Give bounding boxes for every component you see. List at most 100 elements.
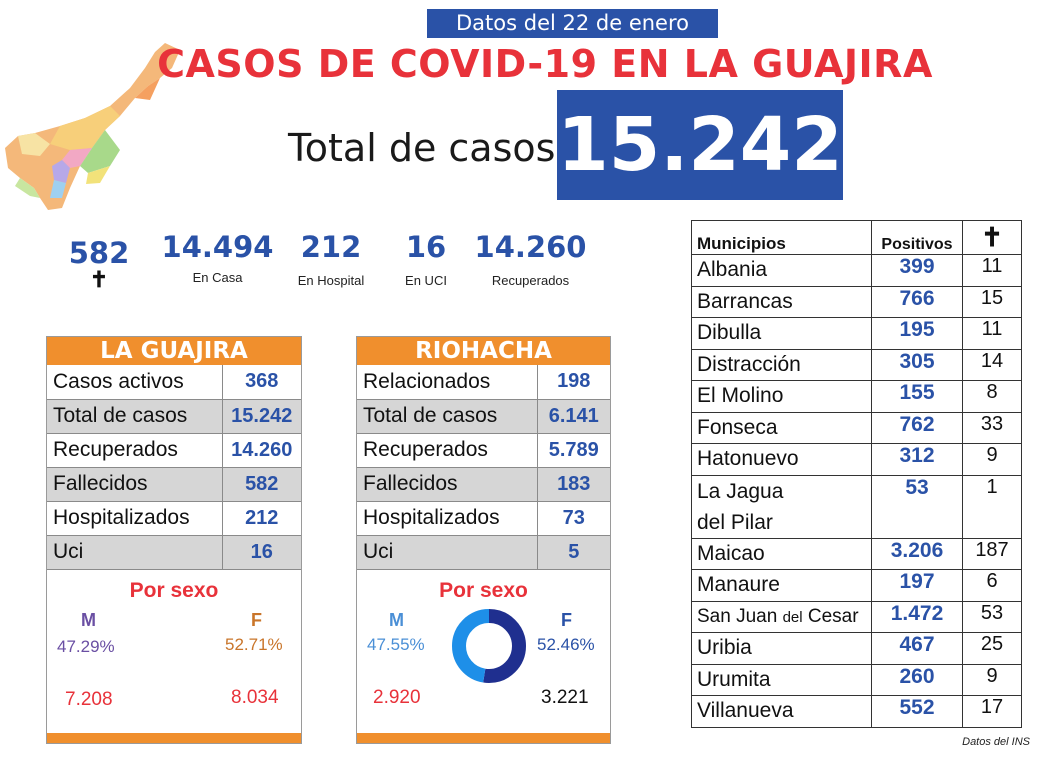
page-title: CASOS DE COVID-19 EN LA GUAJIRA [157,42,933,86]
row-value: 14.260 [222,433,301,468]
table-row: Uribia 467 25 [691,632,1022,665]
table-row: Albania 399 11 [691,254,1022,287]
municipio-positive: 762 [871,411,963,444]
stat-icu-label: En UCI [405,273,447,288]
panel-footer-bar [357,733,610,743]
stat-icu: 16 En UCI [395,230,457,288]
female-count: 3.221 [541,687,589,708]
stat-hospital-value: 212 [300,230,362,264]
table-row: Fallecidos 582 [47,467,301,502]
table-row: Uci 5 [357,535,610,570]
municipio-name: Maicao [691,537,872,570]
guajira-panel-title: LA GUAJIRA [47,337,301,365]
row-label: Hospitalizados [47,501,223,536]
row-value: 73 [537,501,610,536]
table-row: Relacionados 198 [357,365,610,400]
row-label: Hospitalizados [357,501,538,536]
municipio-name: Urumita [691,663,872,696]
municipio-positive: 3.206 [871,537,963,570]
row-label: Recuperados [47,433,223,468]
municipio-name: Villanueva [691,695,872,728]
table-row: Hospitalizados 73 [357,501,610,536]
male-count: 2.920 [373,687,421,708]
municipio-positive: 260 [871,663,963,696]
row-value: 6.141 [537,399,610,434]
table-row: Total de casos 6.141 [357,399,610,434]
row-value: 198 [537,365,610,400]
stat-deaths: 582 ✝ [62,236,136,291]
table-row: Recuperados 14.260 [47,433,301,468]
row-label: Uci [357,535,538,570]
row-label: Recuperados [357,433,538,468]
municipio-positive: 552 [871,695,963,728]
table-row: Villanueva 552 17 [691,695,1022,728]
municipio-positive: 1.472 [871,600,963,633]
municipios-table: Municipios Positivos ✝ Albania 399 11 Barr… [691,220,1022,728]
table-row: Casos activos 368 [47,365,301,400]
stat-icu-value: 16 [405,230,447,264]
table-row: Total de casos 15.242 [47,399,301,434]
male-percent: 47.29% [57,637,115,656]
la-guajira-map [5,43,180,210]
table-row: La Jagua del Pilar 53 1 [691,474,1022,539]
table-row: Hatonuevo 312 9 [691,443,1022,476]
table-row: Maicao 3.206 187 [691,537,1022,570]
riohacha-table: Relacionados 198 Total de casos 6.141 Recu… [357,365,610,570]
total-cases-value: 15.242 [557,90,843,200]
date-banner: Datos del 22 de enero [427,9,718,38]
source-note: Datos del INS [962,736,1030,748]
municipio-name: Albania [691,254,872,287]
table-row: Barrancas 766 15 [691,285,1022,318]
municipio-positive: 467 [871,632,963,665]
stat-home-value: 14.494 [161,230,274,264]
row-label: Total de casos [47,399,223,434]
municipio-name-part: San Juan [697,605,778,627]
row-value: 5 [537,535,610,570]
sex-title: Por sexo [129,579,219,602]
municipio-deaths: 15 [962,285,1022,318]
municipio-deaths: 53 [962,600,1022,633]
female-percent: 52.46% [537,635,595,654]
municipio-deaths: 14 [962,348,1022,381]
female-label: F [561,610,572,630]
table-row: Manaure 197 6 [691,569,1022,602]
row-value: 15.242 [222,399,301,434]
municipio-name: Fonseca [691,411,872,444]
municipio-deaths: 25 [962,632,1022,665]
municipio-name: El Molino [691,380,872,413]
municipio-name: Hatonuevo [691,443,872,476]
row-value: 5.789 [537,433,610,468]
table-row: El Molino 155 8 [691,380,1022,413]
female-count: 8.034 [231,687,279,708]
municipio-positive: 195 [871,317,963,350]
municipio-deaths: 9 [962,443,1022,476]
table-row: Fonseca 762 33 [691,411,1022,444]
stat-recovered: 14.260 Recuperados [473,230,588,288]
sex-donut-chart [452,609,526,683]
municipio-deaths: 9 [962,663,1022,696]
row-label: Fallecidos [357,467,538,502]
table-row: Recuperados 5.789 [357,433,610,468]
municipio-positive: 197 [871,569,963,602]
male-count: 7.208 [65,689,113,710]
municipio-name: Barrancas [691,285,872,318]
municipio-name: Distracción [691,348,872,381]
header-municipios: Municipios [691,220,872,255]
riohacha-panel: RIOHACHA Relacionados 198 Total de casos 6… [356,336,611,744]
municipio-positive: 312 [871,443,963,476]
municipio-name: Dibulla [691,317,872,350]
table-row: San Juan del Cesar 1.472 53 [691,600,1022,633]
table-row: Uci 16 [47,535,301,570]
male-label: M [81,610,96,630]
table-header-row: Municipios Positivos ✝ [691,220,1022,255]
female-label: F [251,610,262,630]
row-label: Casos activos [47,365,223,400]
municipio-positive: 53 [871,474,963,539]
municipio-positive: 766 [871,285,963,318]
row-value: 16 [222,535,301,570]
guajira-table: Casos activos 368 Total de casos 15.242 Re… [47,365,301,570]
donut-male-slice [452,609,526,683]
municipio-name-small: del [782,608,803,626]
table-row: Fallecidos 183 [357,467,610,502]
row-label: Total de casos [357,399,538,434]
